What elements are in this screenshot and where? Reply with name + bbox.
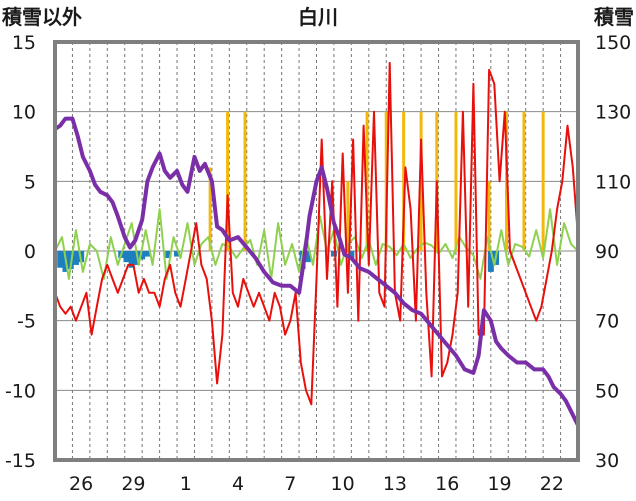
lines-layer: [53, 61, 580, 427]
x-tick-label: 22: [540, 473, 564, 495]
right-tick-label: 70: [595, 311, 619, 333]
snowfall-bar: [365, 111, 369, 252]
negative-bar: [57, 251, 64, 268]
left-axis-ticks: 15 10 5 0 -5 -10 -15: [5, 32, 36, 472]
negative-bar: [487, 251, 494, 272]
left-tick-label: 5: [24, 171, 36, 193]
right-tick-label: 30: [595, 450, 619, 472]
x-tick-label: 16: [435, 473, 459, 495]
snowfall-bar: [541, 111, 545, 252]
right-axis-label: 積雪: [594, 5, 634, 29]
left-tick-label: 0: [24, 241, 36, 263]
x-tick-label: 1: [180, 473, 192, 495]
x-tick-label: 26: [69, 473, 93, 495]
snowfall-bar: [487, 181, 491, 251]
right-tick-label: 90: [595, 241, 619, 263]
left-tick-label: 10: [12, 102, 36, 124]
negative-bar: [304, 251, 311, 263]
right-tick-label: 130: [595, 102, 631, 124]
negative-bar: [128, 251, 135, 268]
x-tick-label: 7: [284, 473, 296, 495]
left-tick-label: -15: [5, 450, 36, 472]
temp-change-line: [54, 208, 579, 280]
snow-depth-line: [53, 116, 580, 427]
snowfall-bar: [454, 111, 458, 252]
left-axis-label: 積雪以外: [2, 5, 82, 29]
temperature-line: [54, 61, 579, 406]
x-tick-label: 19: [487, 473, 511, 495]
right-tick-label: 110: [595, 171, 631, 193]
chart-title: 白川: [298, 5, 338, 29]
negative-bar: [72, 251, 79, 265]
x-axis-ticks: 26 29 1 4 7 10 13 16 19 22: [69, 473, 564, 495]
negative-bar: [144, 251, 151, 257]
negative-bar: [139, 251, 146, 260]
right-tick-label: 50: [595, 380, 619, 402]
snowfall-bar: [402, 111, 406, 252]
x-tick-label: 29: [121, 473, 145, 495]
snowfall-bar: [208, 167, 212, 251]
plot-frame: [53, 40, 580, 462]
left-tick-label: 15: [12, 32, 36, 54]
snowfall-bar: [522, 111, 526, 252]
snowfall-bar: [419, 111, 423, 252]
negative-bar: [165, 251, 172, 258]
right-axis-ticks: 150 130 110 90 70 50 30: [595, 32, 631, 472]
chart-grid: [55, 41, 578, 461]
x-tick-label: 13: [383, 473, 407, 495]
negative-bar: [174, 251, 181, 257]
x-tick-label: 4: [232, 473, 244, 495]
negative-bar: [330, 251, 337, 257]
left-tick-label: -5: [17, 311, 36, 333]
x-tick-label: 10: [331, 473, 355, 495]
right-tick-label: 150: [595, 32, 631, 54]
negative-bar: [123, 251, 130, 263]
snowfall-bar: [243, 111, 247, 252]
negative-bar: [348, 251, 355, 258]
left-tick-label: -10: [5, 380, 36, 402]
snowfall-bar: [226, 111, 230, 252]
snowfall-bar: [346, 181, 350, 251]
